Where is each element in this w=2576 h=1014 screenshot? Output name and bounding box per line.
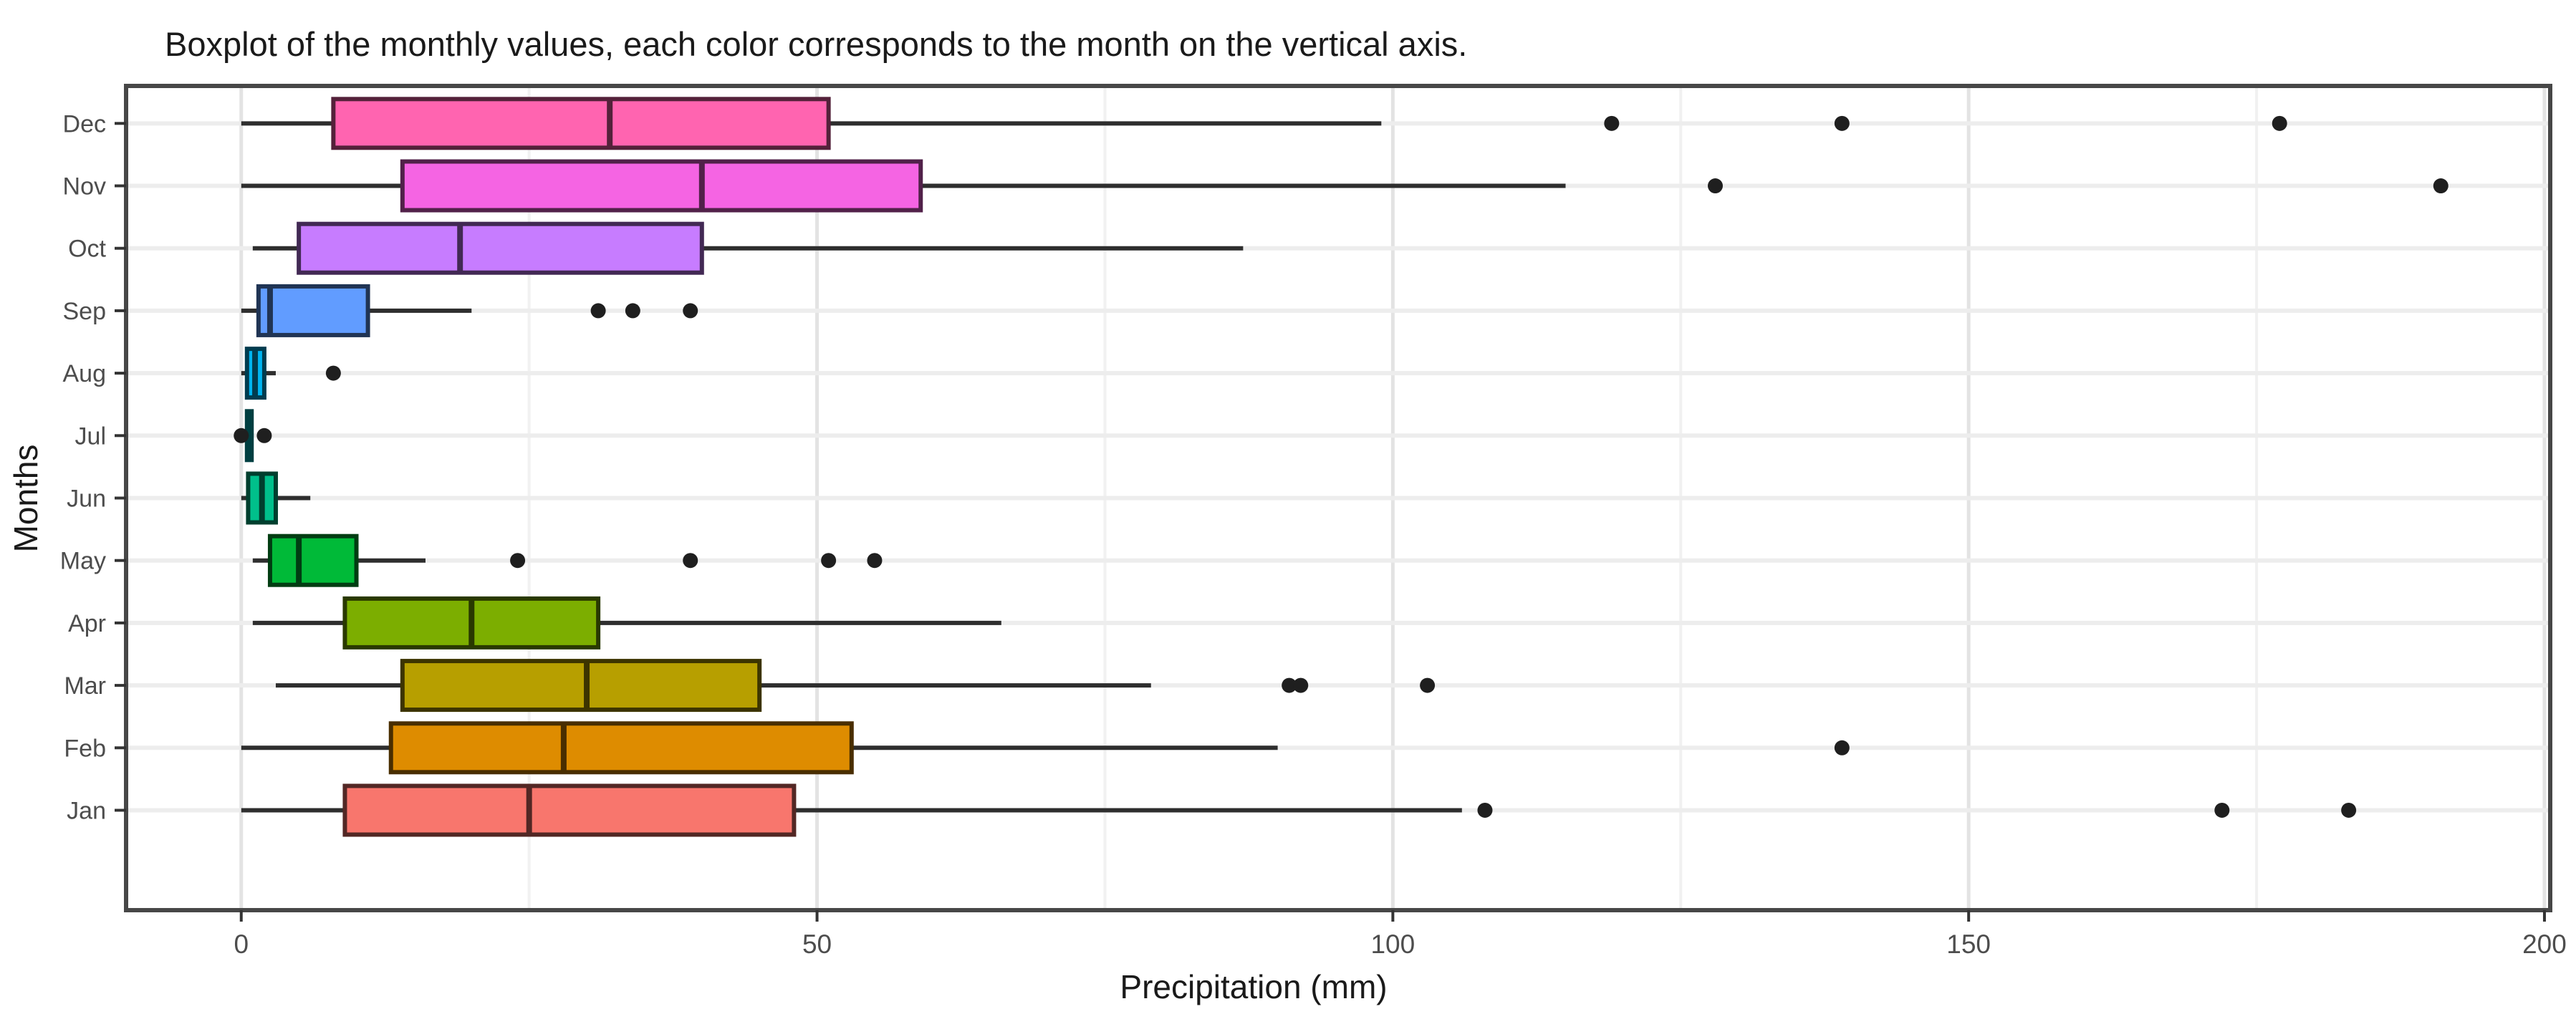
box-jan [342, 783, 797, 837]
boxplot-aug [241, 347, 341, 400]
box-dec [331, 97, 831, 150]
outlier-may-3 [867, 553, 883, 569]
y-tick-label-jun: Jun [67, 486, 106, 513]
boxplot-sep [241, 284, 698, 337]
box-feb [388, 721, 854, 775]
y-tick-label-dec: Dec [63, 110, 106, 137]
x-tick-label-50: 50 [802, 930, 832, 959]
x-tick-label-200: 200 [2522, 930, 2567, 959]
boxplot-may [252, 533, 883, 587]
y-tick-label-nov: Nov [63, 173, 106, 201]
x-tick-label-0: 0 [234, 930, 249, 959]
outlier-dec-0 [1604, 115, 1620, 131]
boxplot-jan [241, 783, 2357, 837]
boxplot-rows [234, 97, 2448, 837]
x-tick-label-150: 150 [1946, 930, 1991, 959]
outlier-jan-2 [2341, 802, 2357, 818]
outlier-mar-1 [1293, 677, 1309, 693]
boxplot-mar [275, 659, 1436, 713]
outlier-nov-1 [2433, 178, 2448, 194]
outlier-feb-0 [1834, 740, 1850, 755]
boxplot-dec [241, 97, 2287, 150]
y-axis-title: Months [7, 445, 44, 553]
y-tick-label-oct: Oct [68, 236, 106, 263]
boxplot-feb [241, 721, 1850, 775]
outlier-may-0 [510, 553, 526, 569]
outlier-sep-2 [683, 303, 698, 319]
outlier-may-1 [683, 553, 698, 569]
chart-title: Boxplot of the monthly values, each colo… [165, 25, 1467, 63]
boxplot-oct [252, 221, 1244, 275]
outlier-jul-1 [256, 428, 272, 443]
outlier-nov-0 [1707, 178, 1723, 194]
outlier-sep-1 [625, 303, 640, 319]
y-tick-label-jul: Jul [75, 422, 106, 450]
y-tick-label-apr: Apr [68, 610, 106, 637]
outlier-jul-0 [234, 428, 249, 443]
x-tick-label-100: 100 [1370, 930, 1415, 959]
y-tick-label-mar: Mar [64, 672, 106, 700]
boxplot-jun [241, 471, 311, 525]
y-tick-label-feb: Feb [64, 735, 106, 762]
outlier-jan-0 [1477, 802, 1493, 818]
y-tick-label-aug: Aug [63, 360, 107, 387]
outlier-mar-2 [1420, 677, 1436, 693]
box-mar [400, 659, 762, 713]
axis-tick-labels: 0 50 100 150 200 Dec Nov Oct Sep Aug Jul Jun May Apr M… [60, 110, 2567, 959]
boxplot-apr [252, 596, 1001, 650]
outlier-mar-0 [1282, 677, 1297, 693]
outlier-dec-2 [2272, 115, 2287, 131]
axis-ticks [115, 122, 2546, 922]
outlier-dec-1 [1834, 115, 1850, 131]
outlier-aug-0 [325, 365, 341, 381]
boxplot-nov [241, 159, 2448, 213]
y-tick-label-may: May [60, 548, 106, 575]
outlier-may-2 [821, 553, 837, 569]
outlier-jan-1 [2214, 802, 2230, 818]
y-tick-label-sep: Sep [63, 298, 107, 325]
x-axis-title: Precipitation (mm) [1120, 968, 1387, 1005]
y-tick-label-jan: Jan [67, 797, 106, 824]
box-nov [400, 159, 923, 213]
outlier-sep-0 [590, 303, 606, 319]
box-may [267, 533, 359, 587]
box-oct [297, 221, 704, 275]
boxplot-jul [234, 409, 272, 463]
box-sep [256, 284, 370, 337]
